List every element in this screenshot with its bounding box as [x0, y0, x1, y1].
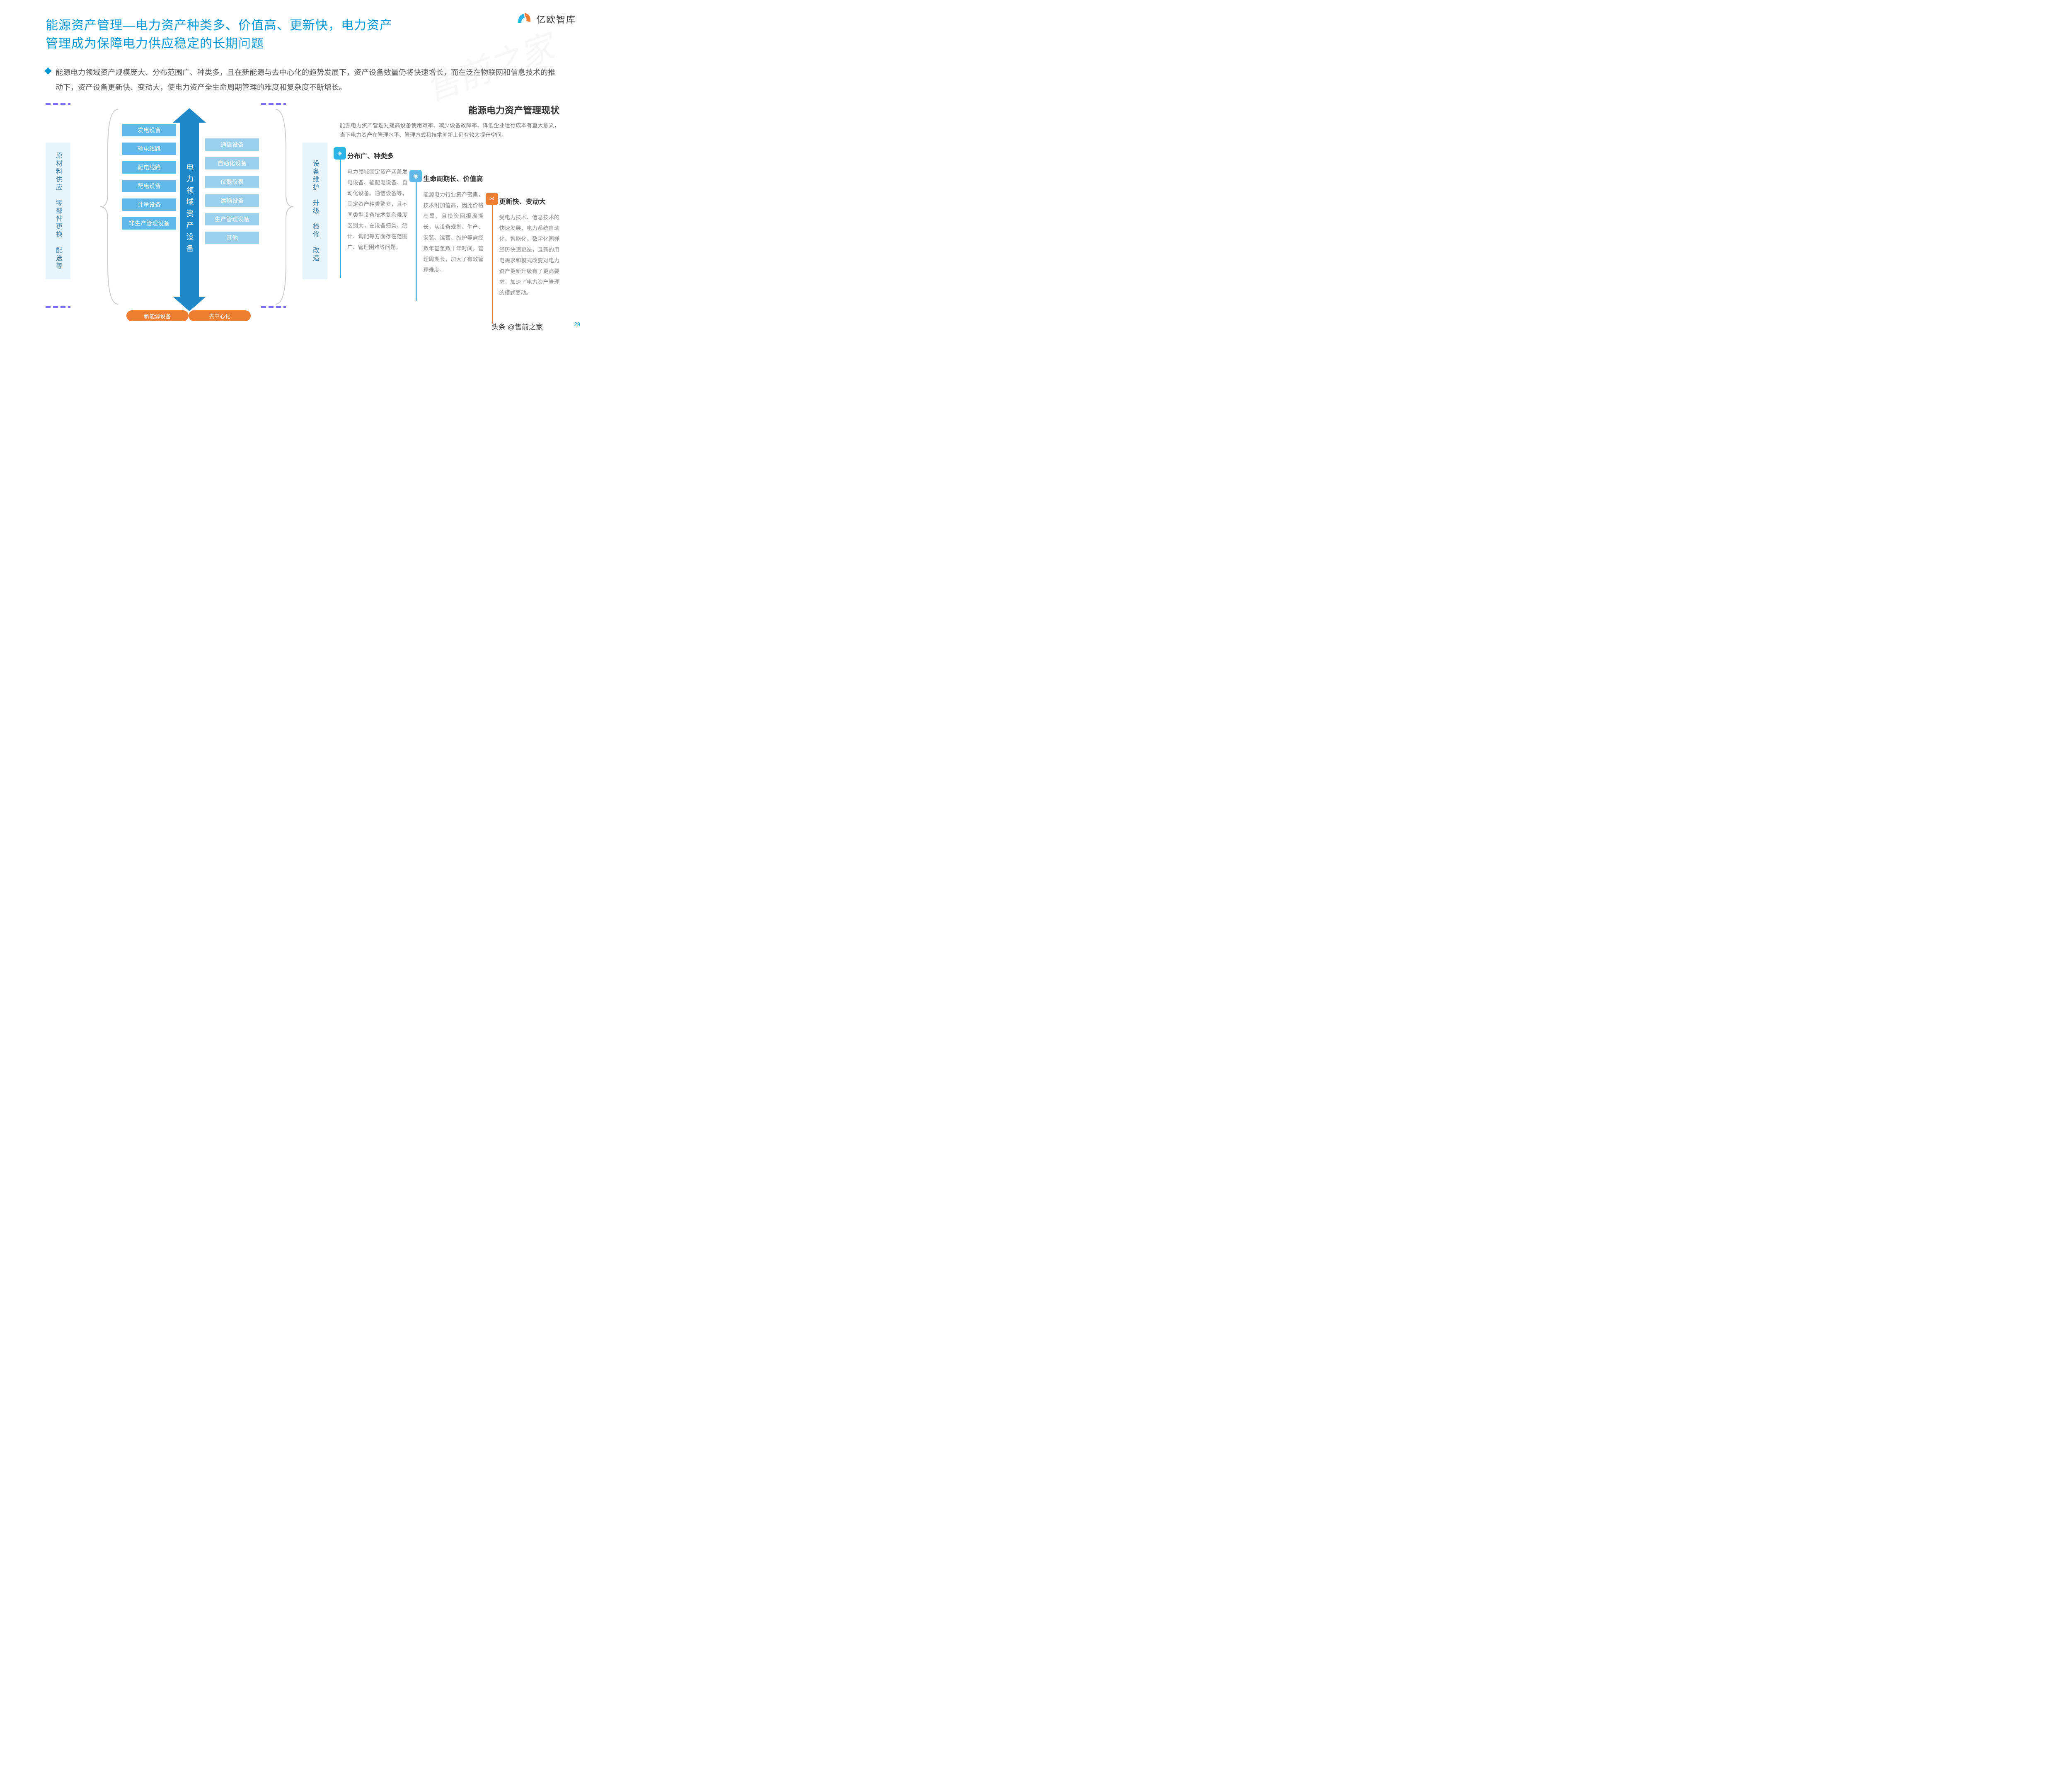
- panel-desc: 能源电力资产管理对提高设备使用效率、减少设备故障率、降低企业运行成本有重大意义，…: [340, 121, 559, 140]
- logo: 亿欧智库: [516, 10, 576, 28]
- dash-line: [261, 306, 286, 308]
- card: ✉ 更新快、变动大 受电力技术、信息技术的快速发展，电力系统自动化、智能化、数字…: [492, 196, 559, 298]
- asset-box: 其他: [205, 232, 259, 244]
- card-title: 生命周期长、价值高: [423, 173, 483, 183]
- arrow-up-icon: [173, 108, 206, 123]
- intro-row: 能源电力领域资产规模庞大、分布范围广、种类多，且在新能源与去中心化的趋势发展下，…: [46, 65, 559, 95]
- trend-box: 去中心化: [189, 310, 251, 321]
- asset-box: 非生产管理设备: [122, 217, 176, 230]
- bracket-left-icon: [99, 107, 120, 306]
- card: ◈ 分布广、种类多 电力领域固定资产涵盖发电设备、输配电设备、自动化设备、通信设…: [340, 150, 407, 298]
- card-text: 能源电力行业资产密集，技术附加值高，因此价格高昂，且投资回报周期长，从设备规划、…: [423, 189, 483, 276]
- left-column-box: 原材料供应 零部件更换 配送等: [46, 143, 70, 279]
- page-number: 29: [574, 321, 580, 327]
- bullet-diamond-icon: [45, 68, 52, 75]
- footer-attribution: 头条 @售前之家: [491, 321, 543, 331]
- logo-text: 亿欧智库: [536, 12, 576, 26]
- card-title: 分布广、种类多: [347, 150, 407, 160]
- arrow-down-icon: [173, 297, 206, 311]
- center-label: 电力领域资产设备: [184, 163, 195, 256]
- page-title: 能源资产管理—电力资产种类多、价值高、更新快，电力资产 管理成为保障电力供应稳定…: [46, 17, 559, 53]
- right-asset-list: 通信设备 自动化设备 仪器仪表 运输设备 生产管理设备 其他: [205, 138, 259, 244]
- dash-line: [261, 103, 286, 105]
- right-column-text: 设备维护 升级 检修 改造: [310, 160, 320, 262]
- panel-title: 能源电力资产管理现状: [340, 103, 559, 116]
- cards-row: ◈ 分布广、种类多 电力领域固定资产涵盖发电设备、输配电设备、自动化设备、通信设…: [340, 150, 559, 298]
- card-title: 更新快、变动大: [499, 196, 559, 206]
- logo-icon: [516, 10, 533, 28]
- card: ◉ 生命周期长、价值高 能源电力行业资产密集，技术附加值高，因此价格高昂，且投资…: [416, 173, 483, 298]
- card-line: [492, 203, 493, 324]
- asset-box: 输电线路: [122, 143, 176, 155]
- left-asset-list: 发电设备 输电线路 配电线路 配电设备 计量设备 非生产管理设备: [122, 124, 176, 230]
- asset-box: 生产管理设备: [205, 213, 259, 225]
- card-line: [416, 181, 417, 301]
- asset-box: 自动化设备: [205, 157, 259, 169]
- card-text: 受电力技术、信息技术的快速发展，电力系统自动化、智能化、数字化同样经历快速更迭，…: [499, 212, 559, 298]
- card-line: [340, 158, 341, 278]
- dash-line: [46, 306, 70, 308]
- dash-line: [46, 103, 70, 105]
- diagram: 原材料供应 零部件更换 配送等 发电设备 输电线路 配电线路 配电设备 计量设备…: [46, 103, 327, 319]
- arrow-body: 电力领域资产设备: [180, 121, 199, 298]
- left-column-text: 原材料供应 零部件更换 配送等: [53, 152, 63, 270]
- asset-box: 仪器仪表: [205, 176, 259, 188]
- card-text: 电力领域固定资产涵盖发电设备、输配电设备、自动化设备、通信设备等，固定资产种类繁…: [347, 167, 407, 253]
- asset-box: 发电设备: [122, 124, 176, 136]
- trend-box: 新能源设备: [126, 310, 189, 321]
- intro-text: 能源电力领域资产规模庞大、分布范围广、种类多，且在新能源与去中心化的趋势发展下，…: [56, 65, 559, 95]
- main-content: 原材料供应 零部件更换 配送等 发电设备 输电线路 配电线路 配电设备 计量设备…: [46, 103, 559, 319]
- asset-box: 配电设备: [122, 180, 176, 192]
- asset-box: 运输设备: [205, 194, 259, 207]
- right-column-box: 设备维护 升级 检修 改造: [303, 143, 327, 279]
- center-arrow: 电力领域资产设备: [180, 108, 199, 311]
- asset-box: 配电线路: [122, 161, 176, 174]
- trend-row: 新能源设备 去中心化: [126, 310, 251, 321]
- asset-box: 通信设备: [205, 138, 259, 151]
- asset-box: 计量设备: [122, 198, 176, 211]
- bracket-right-icon: [274, 107, 294, 306]
- right-panel: 能源电力资产管理现状 能源电力资产管理对提高设备使用效率、减少设备故障率、降低企…: [340, 103, 559, 319]
